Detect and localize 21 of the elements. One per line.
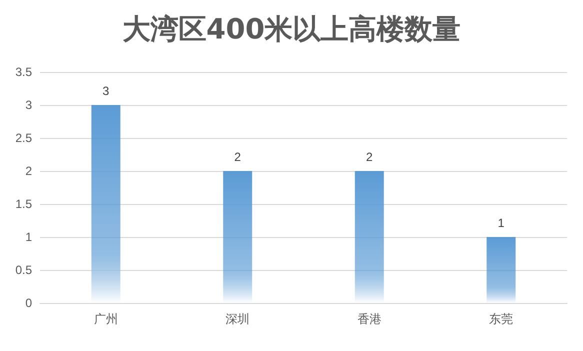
data-label: 3 (102, 84, 110, 98)
y-tick-label: 2.5 (15, 131, 32, 145)
data-label: 1 (498, 216, 505, 230)
x-tick-label: 香港 (357, 312, 382, 326)
bar (486, 237, 516, 303)
y-tick-label: 3 (25, 98, 32, 112)
y-tick-label: 2 (25, 164, 32, 178)
bar (354, 171, 384, 303)
y-tick-label: 1.5 (15, 197, 32, 211)
y-tick-label: 0.5 (15, 263, 32, 277)
x-tick-label: 深圳 (226, 312, 250, 326)
x-tick-label: 东莞 (489, 312, 514, 326)
data-label: 2 (234, 150, 242, 164)
bar (91, 105, 120, 303)
y-tick-label: 3.5 (15, 65, 32, 79)
x-tick-label: 广州 (94, 312, 118, 326)
bar (223, 171, 252, 303)
data-label: 2 (366, 150, 374, 164)
y-tick-label: 1 (25, 230, 32, 244)
chart-title: 大湾区400米以上高楼数量 (122, 12, 461, 46)
y-tick-label: 0 (25, 296, 32, 310)
